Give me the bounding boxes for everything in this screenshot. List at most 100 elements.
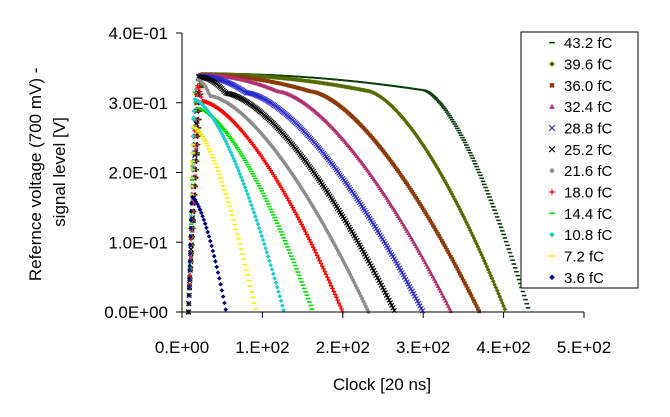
data-point — [223, 307, 229, 312]
y-axis-label-line-2: signal level [V] — [50, 117, 69, 227]
legend-label: 36.0 fC — [564, 78, 613, 95]
legend-marker — [549, 61, 555, 67]
data-point — [409, 127, 415, 133]
data-point — [196, 85, 202, 91]
data-point — [467, 227, 473, 233]
data-point — [255, 221, 261, 227]
data-point — [208, 111, 213, 117]
legend-label: 28.8 fC — [564, 121, 613, 138]
data-point — [469, 294, 474, 298]
data-point — [411, 191, 416, 196]
data-point — [188, 234, 193, 239]
data-point — [438, 236, 443, 241]
legend-label: 18.0 fC — [564, 185, 613, 202]
data-point — [264, 250, 270, 255]
legend-marker — [548, 124, 556, 132]
data-point — [303, 229, 308, 235]
data-point — [461, 279, 466, 283]
series-36-0-fC — [186, 73, 481, 314]
data-point — [455, 266, 460, 271]
data-point — [189, 200, 194, 206]
legend-label: 39.6 fC — [564, 57, 613, 74]
y-axis-label-line-1: Refernce voltage (700 mV) - — [26, 68, 45, 282]
data-point — [187, 263, 193, 269]
data-point — [188, 246, 194, 253]
data-point — [191, 195, 196, 201]
data-point — [399, 114, 405, 120]
data-point — [423, 210, 427, 215]
data-point — [478, 249, 483, 255]
data-point — [496, 291, 501, 296]
data-point — [258, 229, 263, 235]
data-point — [192, 197, 198, 203]
data-point — [247, 199, 253, 204]
data-point — [191, 108, 197, 114]
data-point — [336, 300, 342, 306]
data-point — [491, 279, 496, 284]
data-point — [316, 255, 321, 261]
data-point — [317, 258, 322, 264]
data-point — [476, 247, 482, 252]
legend-marker — [548, 146, 556, 153]
y-tick-label: 2.0E-01 — [108, 164, 168, 183]
data-point — [463, 219, 469, 225]
data-point — [200, 213, 205, 219]
data-point — [262, 241, 267, 247]
data-point — [215, 270, 221, 275]
data-point — [308, 239, 313, 245]
legend-entry: 7.2 fC — [549, 249, 604, 266]
legend-label: 43.2 fC — [564, 35, 613, 52]
data-point — [313, 250, 319, 255]
data-point — [272, 275, 277, 281]
data-point — [281, 307, 286, 313]
legend-marker — [549, 231, 555, 238]
data-point — [435, 166, 441, 172]
data-point — [326, 277, 331, 283]
data-point — [209, 243, 214, 249]
data-point — [189, 228, 195, 233]
series-25-2-fC — [185, 74, 397, 315]
data-point — [259, 233, 265, 239]
data-point — [253, 214, 258, 219]
data-point — [457, 206, 463, 212]
data-point — [242, 185, 248, 190]
data-point — [483, 261, 488, 267]
data-point — [456, 269, 461, 273]
data-point — [188, 242, 193, 248]
data-point — [429, 155, 434, 161]
data-point — [339, 306, 344, 312]
data-point — [416, 200, 421, 204]
data-point — [431, 223, 435, 227]
data-point — [214, 122, 220, 127]
legend-entry: 10.8 fC — [549, 227, 613, 244]
data-point — [209, 113, 214, 119]
data-point — [440, 175, 446, 181]
data-point — [197, 89, 203, 94]
data-point — [188, 226, 194, 231]
data-point — [463, 281, 467, 286]
data-point — [218, 128, 223, 134]
data-point — [442, 243, 447, 248]
data-point — [388, 102, 393, 108]
data-point — [189, 163, 195, 169]
data-point — [433, 162, 438, 167]
data-point — [187, 276, 192, 281]
data-point — [467, 289, 471, 293]
data-point — [327, 280, 333, 286]
y-tick-label: 0.0E+00 — [104, 303, 168, 322]
data-point — [445, 247, 449, 252]
data-point — [186, 301, 191, 306]
data-point — [244, 188, 249, 194]
data-point — [218, 281, 223, 287]
data-point — [418, 140, 424, 145]
data-point — [186, 292, 192, 298]
data-point — [432, 225, 436, 230]
data-point — [263, 245, 268, 251]
data-point — [469, 230, 474, 236]
data-point — [400, 174, 404, 179]
data-point — [321, 266, 326, 272]
legend-entry: 39.6 fC — [549, 57, 613, 74]
legend: 43.2 fC 39.6 fC 36.0 fC 32.4 fC 28.8 fC 25.2 … — [520, 31, 639, 289]
data-point — [208, 238, 213, 244]
